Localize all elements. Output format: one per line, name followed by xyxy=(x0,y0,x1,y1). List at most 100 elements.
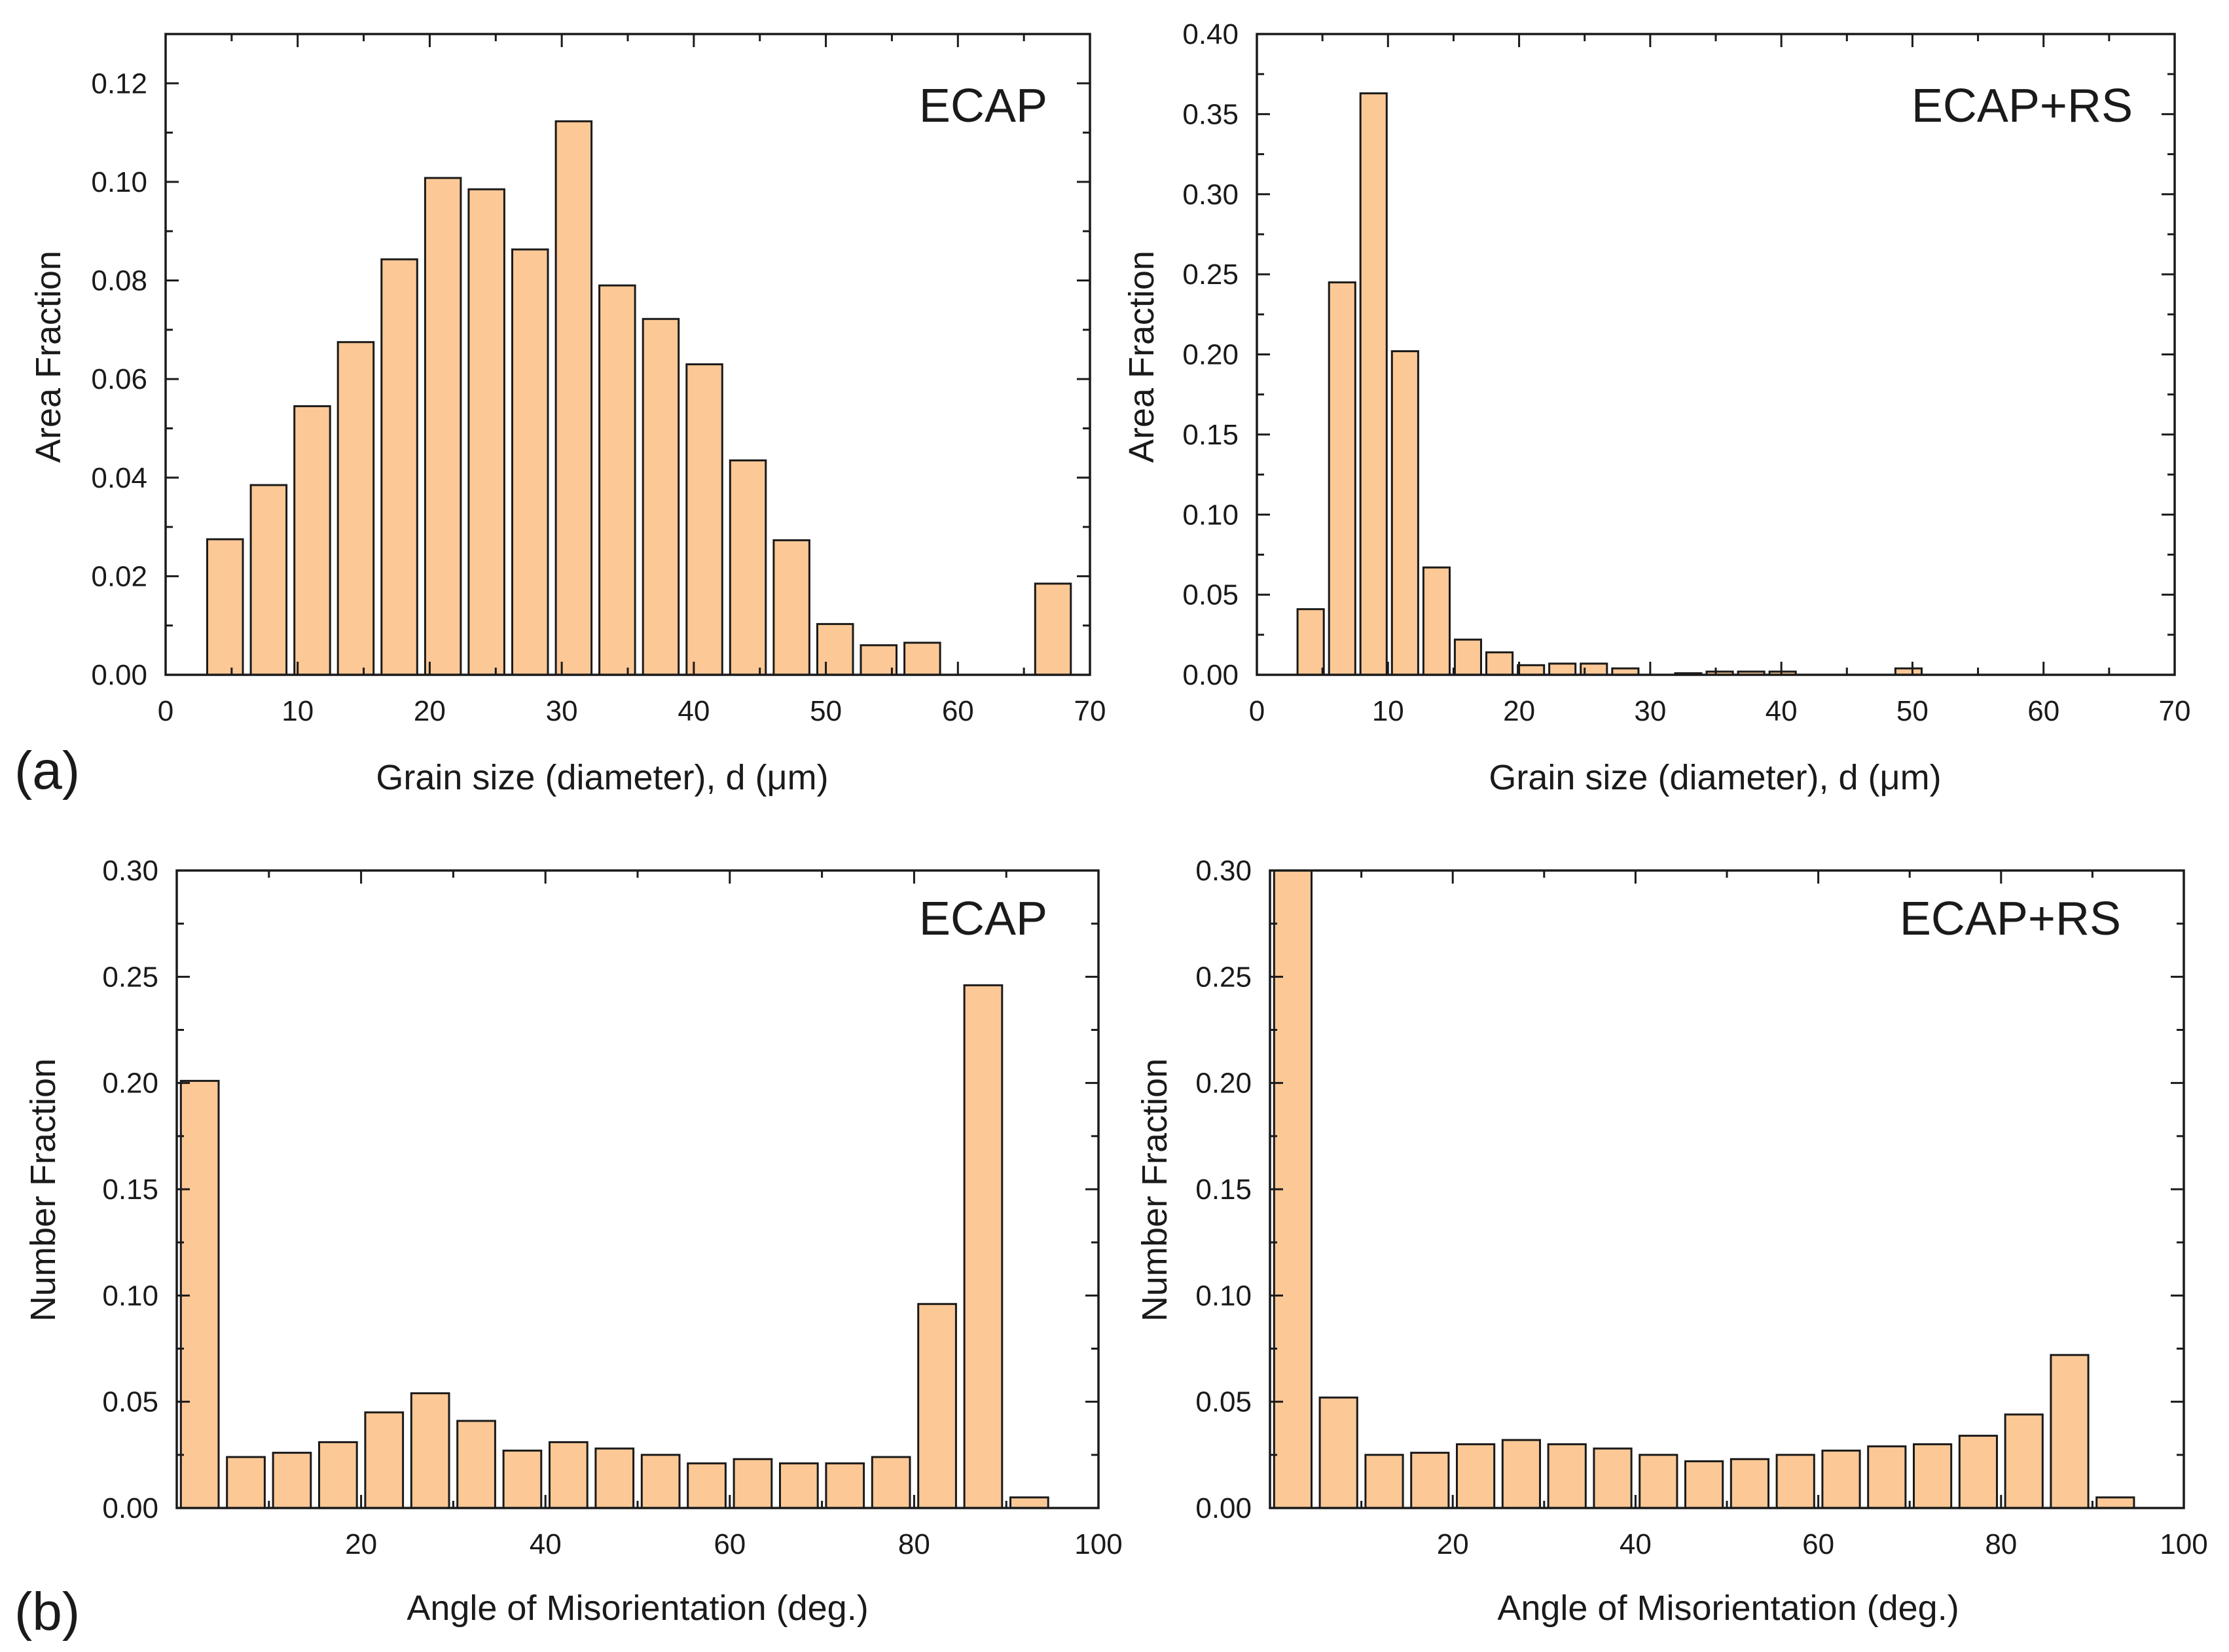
grain-ecap-rs-y-tick-label: 0.05 xyxy=(1182,579,1239,611)
misorientation-ecap-rs-bar xyxy=(1639,1454,1678,1509)
grain-ecap-x-tick-label: 40 xyxy=(678,695,710,727)
misorientation-ecap-bar xyxy=(549,1441,589,1509)
grain-ecap-bar xyxy=(729,459,767,676)
misorientation-ecap-rs-y-tick-label: 0.10 xyxy=(1195,1280,1252,1312)
misorientation-ecap-bar xyxy=(1009,1496,1049,1509)
misorientation-ecap-bar xyxy=(917,1302,957,1509)
misorientation-ecap-rs-bar xyxy=(1501,1439,1542,1509)
misorientation-ecap-rs-corner-label: ECAP+RS xyxy=(1900,893,2121,945)
grain-ecap-bar xyxy=(816,622,854,676)
misorientation-ecap-bar xyxy=(594,1447,635,1509)
misorientation-ecap-bar xyxy=(963,984,1004,1509)
grain-ecap-y-tick-label: 0.04 xyxy=(91,462,147,494)
grain-ecap-x-tick-label: 50 xyxy=(810,695,842,727)
grain-ecap-rs-x-axis-title: Grain size (diameter), d (μm) xyxy=(1489,758,1941,797)
misorientation-ecap-bar xyxy=(871,1456,911,1509)
grain-ecap-rs-y-axis-title: Area Fraction xyxy=(1122,251,1161,463)
chart-grain-ecap-rs: 0 10 20 30 40 50 60 70 0.00 0.05 0.10 0.15 0.20 0.25 0… xyxy=(1122,18,2190,797)
grain-ecap-rs-x-tick-label: 50 xyxy=(1896,695,1929,727)
misorientation-ecap-rs-bar xyxy=(2004,1413,2044,1509)
grain-ecap-bar xyxy=(293,405,331,676)
grain-ecap-x-tick-label: 70 xyxy=(1074,695,1106,727)
misorientation-ecap-rs-bar xyxy=(2050,1354,2090,1509)
grain-ecap-bar xyxy=(554,120,593,676)
grain-ecap-bar xyxy=(380,258,418,676)
grain-ecap-bar xyxy=(336,341,375,676)
misorientation-ecap-bar xyxy=(364,1411,405,1509)
misorientation-ecap-bar xyxy=(502,1449,543,1509)
grain-ecap-rs-x-tick-label: 30 xyxy=(1634,695,1666,727)
misorientation-ecap-rs-y-tick-label: 0.05 xyxy=(1195,1386,1252,1418)
misorientation-ecap-rs-bar xyxy=(1867,1445,1907,1509)
misorientation-ecap-marks: 20 40 60 80 100 0.00 0.05 0.10 0.15 0.20 0.25 0.30 xyxy=(102,855,1122,1560)
grain-ecap-x-tick-label: 60 xyxy=(942,695,974,727)
panel-label-b: (b) xyxy=(14,1582,80,1642)
grain-ecap-bar xyxy=(206,538,244,676)
grain-ecap-rs-bar xyxy=(1548,662,1577,676)
misorientation-ecap-bar xyxy=(179,1079,220,1509)
misorientation-ecap-bar xyxy=(410,1392,450,1509)
misorientation-ecap-rs-bar xyxy=(1364,1454,1404,1509)
grain-ecap-y-tick-label: 0.06 xyxy=(91,363,147,395)
grain-ecap-bar xyxy=(249,484,288,676)
grain-ecap-rs-bar xyxy=(1485,651,1514,676)
chart-misorientation-ecap-rs: 20 40 60 80 1000.000.050.100.150.200.250.30 … xyxy=(1135,855,2208,1628)
grain-ecap-bar xyxy=(467,188,505,676)
misorientation-ecap-rs-x-tick-label: 40 xyxy=(1620,1528,1652,1560)
grain-ecap-rs-y-tick-label: 0.15 xyxy=(1182,419,1239,451)
grain-ecap-bar xyxy=(1034,583,1072,676)
grain-ecap-corner-label: ECAP xyxy=(919,80,1047,132)
misorientation-ecap-bar xyxy=(733,1458,773,1509)
misorientation-ecap-rs-bar xyxy=(1913,1443,1953,1509)
grain-ecap-y-axis-title: Area Fraction xyxy=(29,251,68,463)
misorientation-ecap-rs-y-tick-label: 0.30 xyxy=(1195,855,1252,887)
misorientation-ecap-bar xyxy=(272,1452,312,1509)
misorientation-ecap-rs-bar xyxy=(1684,1460,1724,1509)
grain-ecap-rs-y-tick-label: 0.00 xyxy=(1182,659,1239,691)
misorientation-ecap-y-tick-label: 0.25 xyxy=(102,961,158,993)
misorientation-ecap-rs-x-tick-label: 100 xyxy=(2160,1528,2207,1560)
grain-ecap-rs-y-tick-label: 0.40 xyxy=(1182,18,1239,50)
grain-ecap-rs-y-tick-label: 0.30 xyxy=(1182,179,1239,211)
misorientation-ecap-y-tick-label: 0.30 xyxy=(102,855,158,887)
misorientation-ecap-rs-bar xyxy=(1593,1447,1633,1509)
misorientation-ecap-x-tick-label: 60 xyxy=(714,1528,746,1560)
grain-ecap-rs-x-tick-label: 20 xyxy=(1503,695,1535,727)
misorientation-ecap-rs-y-tick-label: 0.20 xyxy=(1195,1068,1252,1100)
misorientation-ecap-bar xyxy=(640,1454,681,1509)
grain-ecap-bar xyxy=(860,644,897,676)
misorientation-ecap-rs-y-axis-title: Number Fraction xyxy=(1135,1058,1174,1321)
misorientation-ecap-rs-bar xyxy=(1456,1443,1496,1509)
misorientation-ecap-y-tick-label: 0.15 xyxy=(102,1174,158,1206)
grain-ecap-rs-x-tick-label: 10 xyxy=(1372,695,1404,727)
grain-ecap-bar xyxy=(598,284,636,676)
grain-ecap-rs-x-tick-label: 70 xyxy=(2159,695,2191,727)
grain-ecap-rs-x-tick-label: 60 xyxy=(2027,695,2059,727)
misorientation-ecap-bar xyxy=(226,1456,266,1509)
grain-ecap-rs-bar xyxy=(1453,638,1482,676)
misorientation-ecap-x-tick-label: 20 xyxy=(345,1528,377,1560)
misorientation-ecap-rs-bar xyxy=(1958,1435,1999,1509)
grain-ecap-bar xyxy=(642,317,680,676)
grain-ecap-y-tick-label: 0.10 xyxy=(91,166,147,198)
grain-ecap-bar xyxy=(685,363,723,676)
grain-ecap-rs-bar xyxy=(1296,608,1325,676)
misorientation-ecap-bar xyxy=(779,1462,819,1509)
misorientation-ecap-x-axis-title: Angle of Misorientation (deg.) xyxy=(407,1589,868,1628)
misorientation-ecap-rs-marks: 20 40 60 80 100 0.00 0.05 0.10 0.15 0.20 0.25 0.30 xyxy=(1195,855,2207,1560)
misorientation-ecap-y-axis-title: Number Fraction xyxy=(24,1058,63,1321)
grain-ecap-rs-bar xyxy=(1359,92,1388,676)
grain-ecap-rs-corner-label: ECAP+RS xyxy=(1912,80,2133,132)
misorientation-ecap-y-tick-label: 0.05 xyxy=(102,1386,158,1418)
grain-ecap-x-tick-label: 10 xyxy=(281,695,314,727)
grain-ecap-x-axis-title: Grain size (diameter), d (μm) xyxy=(376,758,828,797)
grain-ecap-rs-bar xyxy=(1328,281,1356,676)
grain-ecap-rs-y-tick-label: 0.20 xyxy=(1182,339,1239,371)
grain-ecap-x-tick-label: 20 xyxy=(414,695,446,727)
misorientation-ecap-rs-bar xyxy=(1547,1443,1587,1509)
misorientation-ecap-bar xyxy=(318,1441,358,1509)
misorientation-ecap-rs-bar xyxy=(1821,1449,1861,1509)
grain-ecap-rs-x-tick-label: 40 xyxy=(1766,695,1798,727)
